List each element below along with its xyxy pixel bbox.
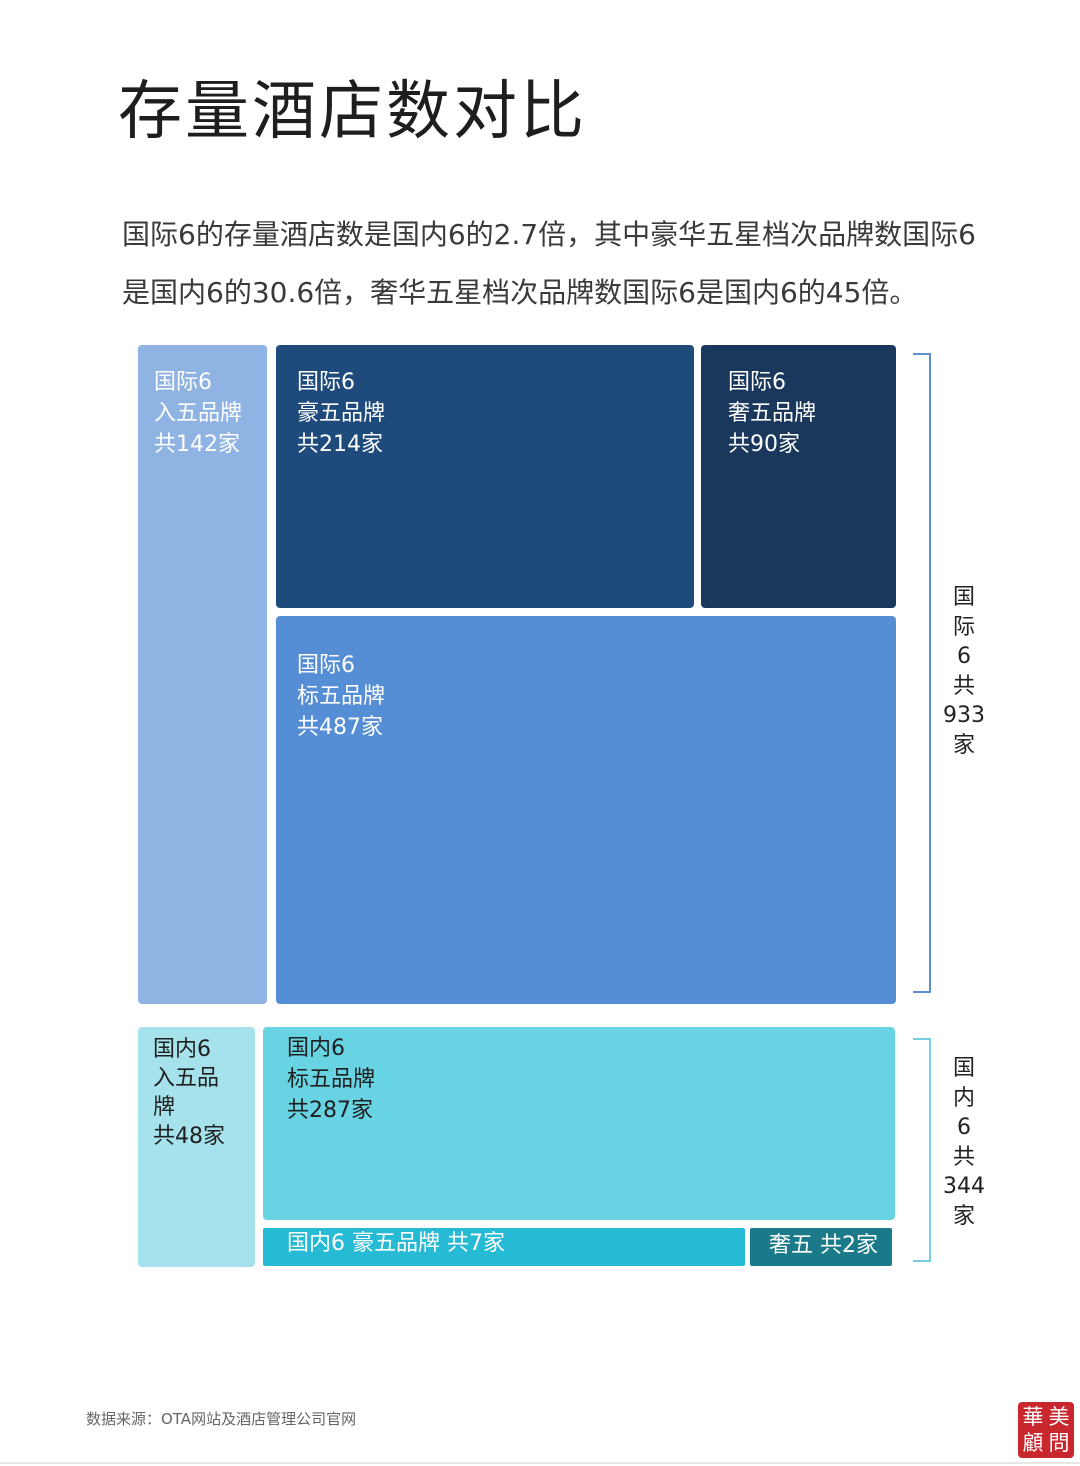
label-intl-standard: 国际6 标五品牌 共487家 [297,653,386,740]
seal-char: 美 [1048,1405,1070,1429]
label-dom-standard: 国内6 标五品牌 共287家 [287,1036,376,1123]
seal-char: 顧 [1022,1431,1044,1455]
block-dom-standard: 国内6 标五品牌 共287家 [263,1027,895,1220]
label-dom-entry: 国内6 入五品 牌 共48家 [153,1037,225,1149]
seal-char: 華 [1022,1405,1044,1429]
block-dom-ultra-luxury: 奢五 共2家 [750,1228,892,1266]
chart-subtitle: 国际6的存量酒店数是国内6的2.7倍，其中豪华五星档次品牌数国际6是国内6的30… [122,218,976,309]
label-intl-ultra-luxury: 国际6 奢五品牌 共90家 [728,370,817,457]
block-intl-ultra-luxury: 国际6 奢五品牌 共90家 [701,345,896,608]
block-dom-entry: 国内6 入五品 牌 共48家 [138,1027,255,1267]
bracket-dom [913,1038,931,1262]
label-intl-luxury: 国际6 豪五品牌 共214家 [297,370,386,457]
block-dom-luxury: 国内6 豪五品牌 共7家 [263,1228,745,1266]
data-source-note: 数据来源：OTA网站及酒店管理公司官网 [86,1410,357,1428]
chart-title: 存量酒店数对比 [118,75,587,149]
label-dom-ultra-luxury: 奢五 共2家 [769,1233,878,1258]
seal-char: 問 [1048,1431,1070,1455]
block-intl-luxury: 国际6 豪五品牌 共214家 [276,345,694,608]
total-label-intl: 国 际 6 共 933 家 [943,585,985,758]
block-intl-entry: 国际6 入五品牌 共142家 [138,345,267,1004]
label-dom-luxury: 国内6 豪五品牌 共7家 [287,1231,505,1256]
brand-seal-logo: 華 美 顧 問 [1018,1402,1074,1458]
total-label-dom: 国 内 6 共 344 家 [943,1056,985,1229]
bracket-intl [913,353,931,993]
bottom-divider [0,1462,1080,1464]
label-intl-entry: 国际6 入五品牌 共142家 [154,370,243,457]
block-intl-standard: 国际6 标五品牌 共487家 [276,616,896,1004]
